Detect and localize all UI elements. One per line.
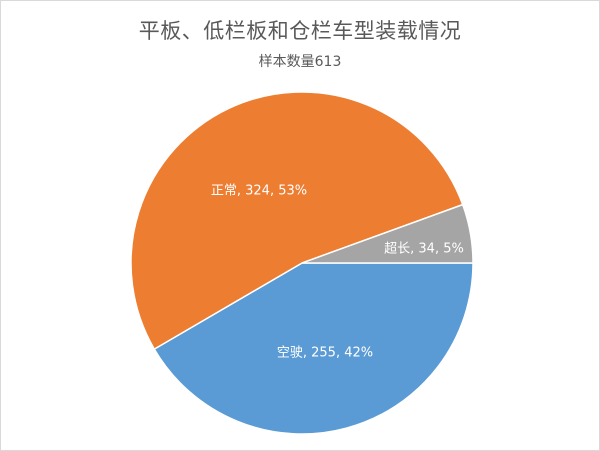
pie-slice-zhengchang-label: 正常, 324, 53% — [211, 184, 307, 199]
pie-slice-chaochang-label: 超长, 34, 5% — [384, 242, 464, 257]
pie-slice-chaochang — [301, 203, 474, 264]
pie-slice-kongshi — [153, 262, 474, 435]
chart-title: 平板、低栏板和仓栏车型装载情况 — [138, 19, 462, 43]
pie-slice-kongshi-label: 空驶, 255, 42% — [277, 346, 373, 361]
pie-slice-zhengchang — [130, 91, 464, 351]
chart-subtitle: 样本数量613 — [258, 54, 342, 70]
